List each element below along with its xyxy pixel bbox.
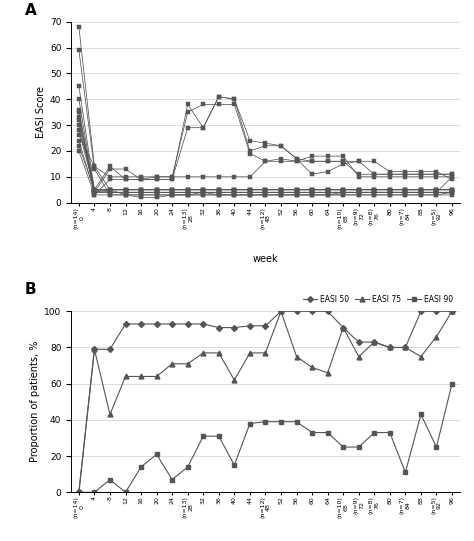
EASI 75 bbox=[123, 373, 128, 380]
EASI 75 bbox=[231, 377, 237, 384]
EASI 50 bbox=[449, 308, 455, 314]
EASI 75 bbox=[76, 489, 82, 496]
EASI 90 bbox=[449, 380, 455, 387]
EASI 90 bbox=[201, 433, 206, 439]
EASI 90 bbox=[294, 419, 300, 425]
EASI 75 bbox=[434, 333, 439, 340]
Y-axis label: Proportion of patients, %: Proportion of patients, % bbox=[30, 341, 40, 463]
EASI 90 bbox=[216, 433, 222, 439]
EASI 50 bbox=[325, 308, 330, 314]
EASI 50 bbox=[418, 308, 424, 314]
EASI 90 bbox=[387, 430, 392, 436]
EASI 90 bbox=[356, 444, 362, 450]
EASI 75 bbox=[263, 349, 268, 356]
EASI 50 bbox=[340, 324, 346, 331]
Line: EASI 90: EASI 90 bbox=[77, 381, 454, 494]
EASI 50 bbox=[247, 322, 253, 329]
EASI 90 bbox=[418, 411, 424, 418]
EASI 50 bbox=[107, 346, 113, 353]
EASI 75 bbox=[91, 346, 97, 353]
EASI 75 bbox=[247, 349, 253, 356]
EASI 75 bbox=[325, 370, 330, 376]
EASI 90 bbox=[138, 464, 144, 470]
EASI 50 bbox=[216, 324, 222, 331]
EASI 90 bbox=[402, 469, 408, 476]
EASI 90 bbox=[91, 489, 97, 496]
EASI 50 bbox=[154, 321, 159, 327]
EASI 75 bbox=[216, 349, 222, 356]
EASI 75 bbox=[449, 308, 455, 314]
EASI 75 bbox=[185, 360, 191, 367]
EASI 90 bbox=[107, 477, 113, 483]
EASI 90 bbox=[76, 489, 82, 496]
EASI 75 bbox=[418, 353, 424, 360]
EASI 90 bbox=[434, 444, 439, 450]
EASI 50 bbox=[138, 321, 144, 327]
EASI 50 bbox=[201, 321, 206, 327]
EASI 90 bbox=[231, 462, 237, 469]
EASI 50 bbox=[294, 308, 300, 314]
X-axis label: week: week bbox=[253, 254, 278, 263]
Line: EASI 75: EASI 75 bbox=[76, 309, 455, 494]
EASI 75 bbox=[107, 411, 113, 418]
EASI 75 bbox=[278, 308, 284, 314]
EASI 90 bbox=[340, 444, 346, 450]
EASI 90 bbox=[247, 420, 253, 427]
EASI 90 bbox=[263, 419, 268, 425]
EASI 75 bbox=[387, 344, 392, 351]
EASI 75 bbox=[309, 364, 315, 371]
EASI 50 bbox=[278, 308, 284, 314]
EASI 50 bbox=[123, 321, 128, 327]
Text: A: A bbox=[25, 3, 36, 18]
EASI 75 bbox=[294, 353, 300, 360]
EASI 75 bbox=[138, 373, 144, 380]
EASI 50 bbox=[263, 322, 268, 329]
EASI 50 bbox=[185, 321, 191, 327]
Legend: EASI 50, EASI 75, EASI 90: EASI 50, EASI 75, EASI 90 bbox=[300, 292, 456, 307]
EASI 75 bbox=[201, 349, 206, 356]
EASI 50 bbox=[169, 321, 175, 327]
EASI 90 bbox=[169, 477, 175, 483]
Y-axis label: EASI Score: EASI Score bbox=[36, 86, 46, 138]
EASI 90 bbox=[123, 489, 128, 496]
EASI 75 bbox=[340, 324, 346, 331]
EASI 75 bbox=[372, 339, 377, 345]
EASI 50 bbox=[402, 344, 408, 351]
EASI 50 bbox=[372, 339, 377, 345]
EASI 75 bbox=[402, 344, 408, 351]
EASI 90 bbox=[185, 464, 191, 470]
EASI 50 bbox=[309, 308, 315, 314]
EASI 90 bbox=[309, 430, 315, 436]
EASI 50 bbox=[434, 308, 439, 314]
EASI 50 bbox=[356, 339, 362, 345]
EASI 50 bbox=[231, 324, 237, 331]
EASI 75 bbox=[169, 360, 175, 367]
EASI 90 bbox=[278, 419, 284, 425]
Text: B: B bbox=[25, 282, 36, 297]
Line: EASI 50: EASI 50 bbox=[77, 309, 454, 494]
EASI 50 bbox=[91, 346, 97, 353]
EASI 75 bbox=[154, 373, 159, 380]
EASI 50 bbox=[387, 344, 392, 351]
EASI 90 bbox=[325, 430, 330, 436]
EASI 75 bbox=[356, 353, 362, 360]
EASI 50 bbox=[76, 489, 82, 496]
EASI 90 bbox=[154, 451, 159, 458]
EASI 90 bbox=[372, 430, 377, 436]
